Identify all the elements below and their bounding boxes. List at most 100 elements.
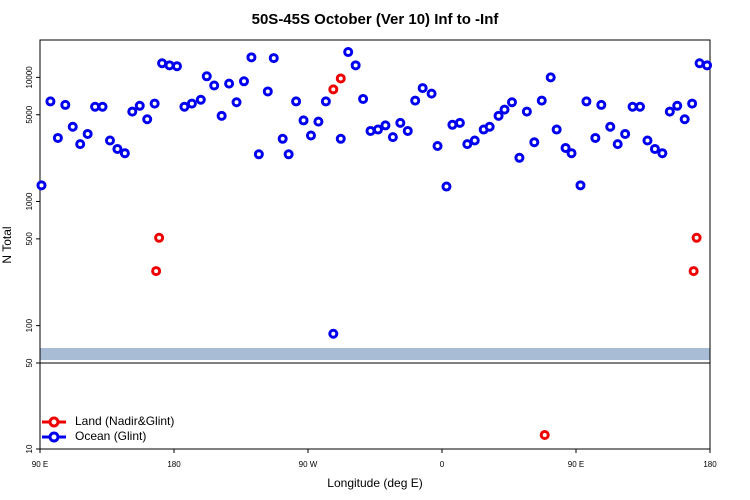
point <box>575 180 586 191</box>
point <box>649 143 660 154</box>
point <box>298 115 309 126</box>
point <box>499 104 510 115</box>
y-tick-label: 100 <box>25 318 34 332</box>
x-tick-label: 90 E <box>568 460 584 469</box>
point <box>642 135 653 146</box>
point <box>291 96 302 107</box>
point <box>380 120 391 131</box>
point <box>253 149 264 160</box>
point <box>372 124 383 135</box>
point <box>142 114 153 125</box>
y-tick-label: 500 <box>25 232 34 246</box>
point <box>664 106 675 117</box>
point <box>216 110 227 121</box>
point <box>506 97 517 108</box>
point <box>36 180 47 191</box>
point <box>462 139 473 150</box>
point <box>328 84 339 95</box>
legend-marker <box>48 431 60 443</box>
point <box>551 124 562 135</box>
y-tick-label: 5000 <box>25 105 34 123</box>
point <box>151 266 162 277</box>
point <box>67 121 78 132</box>
point <box>104 135 115 146</box>
point <box>277 133 288 144</box>
x-tick-label: 90 E <box>32 460 48 469</box>
upper-frame <box>39 39 711 364</box>
point <box>447 119 458 130</box>
point <box>238 76 249 87</box>
x-tick-label: 180 <box>167 460 181 469</box>
point <box>691 232 702 243</box>
point <box>164 60 175 71</box>
x-axis-label: Longitude (deg E) <box>327 476 422 490</box>
point <box>350 60 361 71</box>
point <box>45 96 56 107</box>
point <box>305 130 316 141</box>
point <box>694 58 705 69</box>
point <box>539 429 550 440</box>
point <box>521 106 532 117</box>
point <box>112 143 123 154</box>
point <box>119 148 130 159</box>
point <box>179 101 190 112</box>
point <box>620 128 631 139</box>
point <box>581 96 592 107</box>
point <box>154 232 165 243</box>
point <box>97 101 108 112</box>
point <box>596 99 607 110</box>
point <box>268 53 279 64</box>
point <box>672 100 683 111</box>
point <box>52 132 63 143</box>
point <box>231 97 242 108</box>
point <box>402 125 413 136</box>
point <box>127 106 138 117</box>
point <box>612 139 623 150</box>
y-tick-label: 10000 <box>25 66 34 89</box>
point <box>410 95 421 106</box>
point <box>335 73 346 84</box>
point <box>493 110 504 121</box>
x-tick-label: 0 <box>440 460 445 469</box>
chart-title: 50S-45S October (Ver 10) Inf to -Inf <box>252 11 500 28</box>
point <box>313 116 324 127</box>
point <box>545 72 556 83</box>
y-tick-label: 1000 <box>25 192 34 210</box>
y-tick-label: 10 <box>25 444 34 453</box>
point <box>209 80 220 91</box>
point <box>605 121 616 132</box>
point <box>201 71 212 82</box>
point <box>186 98 197 109</box>
point <box>657 148 668 159</box>
point <box>484 121 495 132</box>
point <box>283 149 294 160</box>
point <box>560 142 571 153</box>
point <box>426 88 437 99</box>
lower-frame <box>39 362 711 450</box>
point <box>224 78 235 89</box>
point <box>343 47 354 58</box>
point <box>157 58 168 69</box>
point <box>441 181 452 192</box>
point <box>358 93 369 104</box>
point <box>417 83 428 94</box>
y-axis-label: N Total <box>0 226 14 263</box>
point <box>687 98 698 109</box>
point <box>262 86 273 97</box>
point <box>432 140 443 151</box>
point <box>246 52 257 63</box>
point <box>529 137 540 148</box>
point <box>75 139 86 150</box>
point <box>134 100 145 111</box>
point <box>566 148 577 159</box>
point <box>679 114 690 125</box>
point <box>328 328 339 339</box>
point <box>702 60 713 71</box>
x-tick-label: 180 <box>703 460 717 469</box>
point <box>365 125 376 136</box>
point <box>635 101 646 112</box>
point <box>454 117 465 128</box>
x-tick-label: 90 W <box>299 460 318 469</box>
legend-label: Land (Nadir&Glint) <box>75 414 174 428</box>
